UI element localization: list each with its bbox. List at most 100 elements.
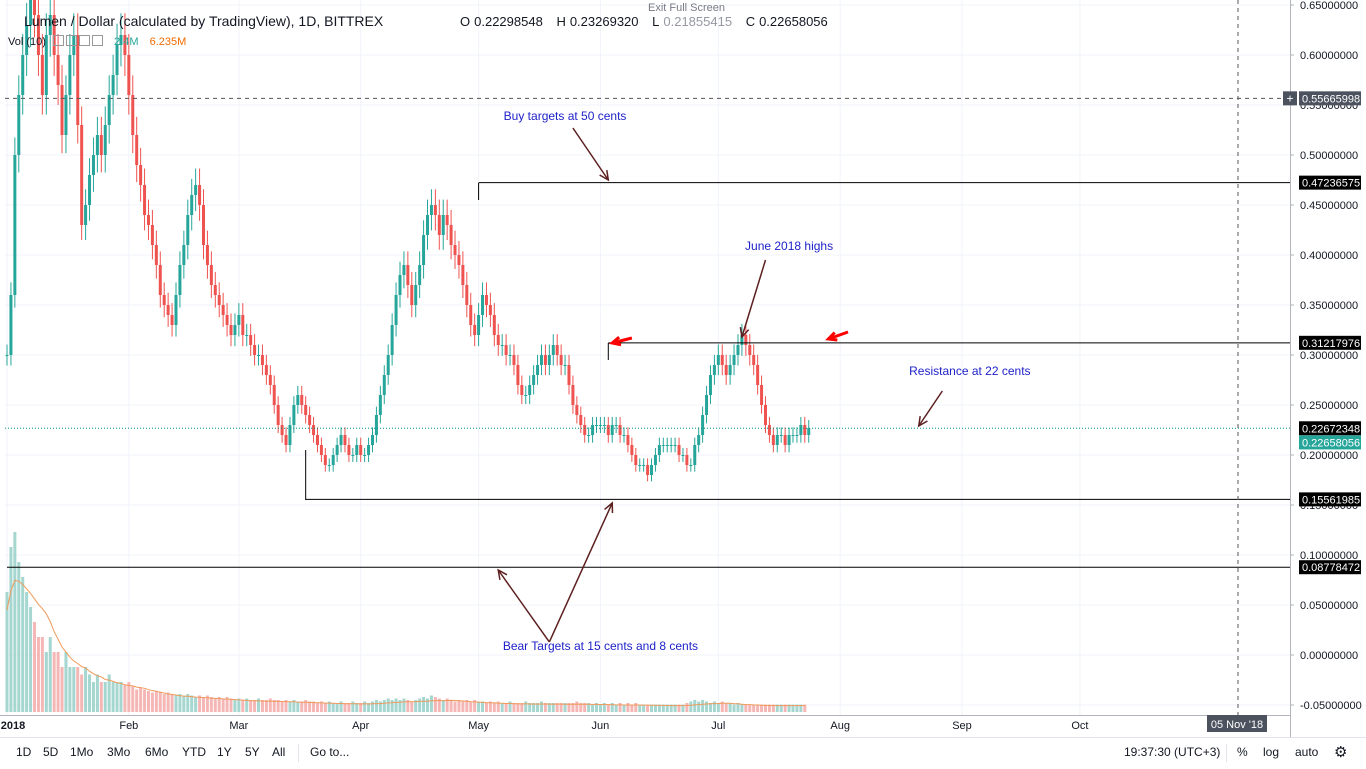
candle-body bbox=[9, 295, 13, 355]
x-tick-label: Jul bbox=[711, 720, 725, 732]
range-1mo[interactable]: 1Mo bbox=[70, 745, 94, 759]
plus-icon: + bbox=[1286, 91, 1293, 105]
close-value: 0.22658056 bbox=[759, 14, 828, 29]
horizontal-levels[interactable] bbox=[5, 0, 1290, 715]
candle-body bbox=[760, 385, 764, 405]
annotation-arrow bbox=[918, 390, 943, 427]
volume-bar bbox=[575, 701, 579, 712]
candle-body bbox=[17, 95, 21, 155]
candle-body bbox=[481, 295, 485, 315]
volume-bar bbox=[461, 701, 465, 712]
more-icon[interactable] bbox=[91, 35, 103, 46]
annotation-arrow bbox=[572, 127, 609, 181]
volume-bar bbox=[622, 704, 626, 712]
time-axis[interactable]: 2018 Feb Mar Apr May Jun Jul Aug Sep Oct 05 Nov '1… bbox=[0, 715, 1290, 732]
volume-buttons[interactable] bbox=[52, 35, 105, 48]
range-1d[interactable]: 1D bbox=[16, 745, 32, 759]
candle-body bbox=[56, 55, 60, 85]
range-1y[interactable]: 1Y bbox=[217, 745, 232, 759]
candle-body bbox=[209, 265, 213, 285]
candle-body bbox=[500, 345, 504, 346]
arrow-head bbox=[599, 169, 610, 182]
candle-body bbox=[457, 255, 461, 265]
gear-icon[interactable]: ⚙ bbox=[1334, 744, 1348, 761]
candle-body bbox=[115, 45, 119, 75]
settings-icon[interactable] bbox=[65, 35, 77, 46]
candle-body bbox=[775, 435, 779, 445]
price-label: 0.15561985 bbox=[1302, 494, 1360, 506]
volume-bar bbox=[595, 703, 598, 712]
price-axis[interactable]: 0.650000000.600000000.550000000.50000000… bbox=[1283, 0, 1366, 737]
candle-body bbox=[661, 445, 665, 446]
annotations[interactable]: Buy targets at 50 cents June 2018 highs Re… bbox=[497, 109, 1031, 653]
volume-label[interactable]: Vol (10) bbox=[8, 36, 46, 48]
close-icon[interactable] bbox=[78, 35, 90, 46]
candle-body bbox=[182, 245, 186, 265]
candle-body bbox=[374, 415, 378, 435]
range-6mo[interactable]: 6Mo bbox=[145, 745, 169, 759]
candle-body bbox=[131, 95, 135, 135]
candle-body bbox=[422, 235, 426, 265]
volume-bar bbox=[528, 703, 532, 712]
volume-bar bbox=[280, 701, 284, 712]
price-axis-bg bbox=[1290, 0, 1366, 737]
volume-bar bbox=[382, 700, 386, 712]
price-label-bg bbox=[1299, 91, 1361, 106]
volume-bar bbox=[64, 652, 68, 712]
arrow-head bbox=[825, 331, 838, 342]
chart-header: Lumen / Dollar (calculated by TradingVie… bbox=[0, 0, 1290, 48]
candle-body bbox=[779, 435, 783, 436]
candle-body bbox=[174, 295, 178, 325]
range-ytd[interactable]: YTD bbox=[182, 745, 206, 759]
arrow-head bbox=[608, 336, 622, 347]
volume-bar bbox=[237, 698, 241, 712]
candle-body bbox=[426, 215, 430, 235]
candle-body bbox=[712, 365, 716, 375]
percent-toggle[interactable]: % bbox=[1237, 745, 1248, 759]
range-5y[interactable]: 5Y bbox=[245, 745, 260, 759]
goto-button[interactable]: Go to... bbox=[310, 745, 350, 759]
price-label-bg bbox=[1299, 560, 1361, 575]
high-label: H bbox=[556, 14, 566, 29]
toolbar-divider bbox=[1226, 744, 1227, 762]
volume-bar bbox=[91, 682, 95, 712]
volume-bar bbox=[740, 704, 744, 712]
candle-body bbox=[437, 215, 441, 235]
volume-bar bbox=[799, 704, 803, 712]
range-5d[interactable]: 5D bbox=[43, 745, 59, 759]
volume-bar bbox=[25, 592, 29, 712]
candle-body bbox=[433, 205, 437, 215]
volume-bar bbox=[763, 704, 767, 712]
log-toggle[interactable]: log bbox=[1263, 745, 1280, 759]
candle-body bbox=[276, 405, 280, 425]
volume-bar bbox=[84, 667, 88, 712]
clock[interactable]: 19:37:30 (UTC+3) bbox=[1124, 745, 1221, 759]
volume-bar bbox=[650, 704, 654, 712]
range-all[interactable]: All bbox=[272, 745, 286, 759]
volume-bar bbox=[465, 700, 469, 712]
exit-full-screen[interactable]: Exit Full Screen bbox=[648, 2, 726, 14]
candle-body bbox=[524, 395, 528, 396]
candle-body bbox=[229, 325, 233, 335]
candle-body bbox=[516, 365, 520, 385]
volume-bar bbox=[689, 701, 693, 712]
volume-bar bbox=[339, 701, 343, 712]
volume-bar bbox=[198, 695, 202, 712]
candle-body bbox=[21, 55, 25, 95]
eye-icon[interactable] bbox=[52, 35, 64, 46]
range-3mo[interactable]: 3Mo bbox=[107, 745, 131, 759]
volume-bar bbox=[296, 701, 300, 712]
volume-bar bbox=[571, 703, 575, 712]
volume-bar bbox=[500, 703, 504, 712]
volume-bar bbox=[508, 701, 512, 712]
x-tick-label: Mar bbox=[229, 720, 248, 732]
candle-body bbox=[492, 315, 496, 335]
candle-body bbox=[736, 345, 740, 355]
volume-bar bbox=[335, 703, 339, 712]
auto-toggle[interactable]: auto bbox=[1295, 745, 1319, 759]
volume-bar bbox=[284, 700, 288, 712]
candle-body bbox=[763, 405, 767, 425]
volume-bar bbox=[653, 704, 657, 712]
chart-title[interactable]: Lumen / Dollar (calculated by TradingVie… bbox=[24, 13, 384, 29]
